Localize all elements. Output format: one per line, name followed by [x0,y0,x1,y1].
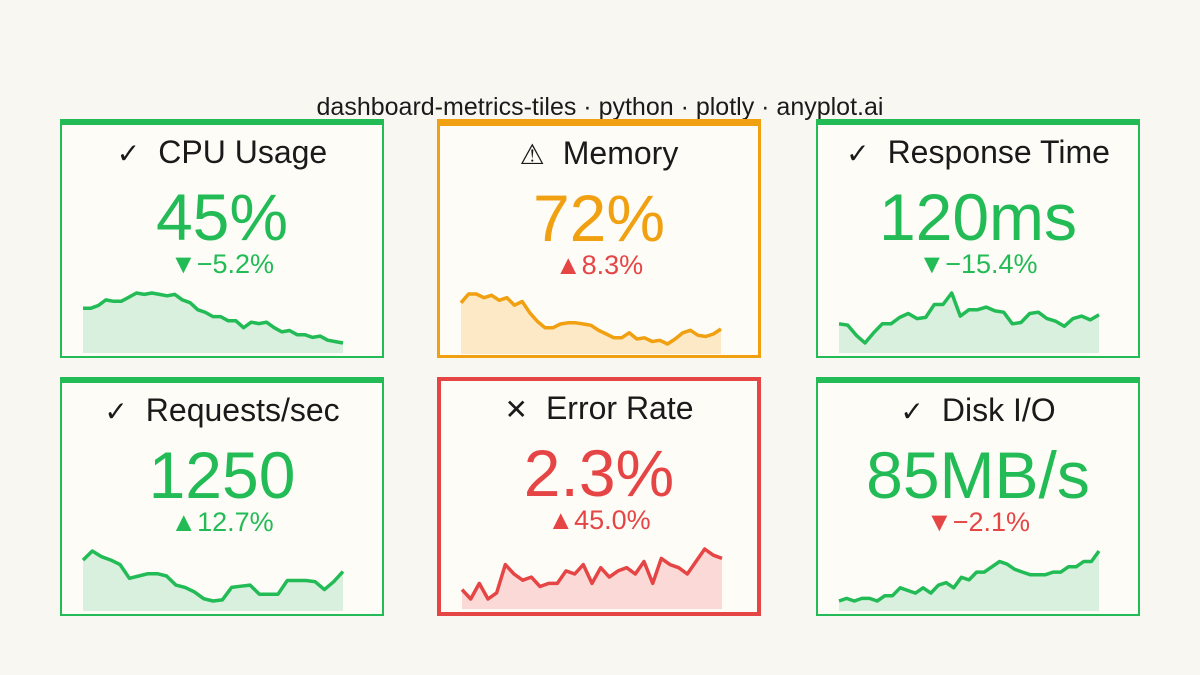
tile-delta: ▲8.3% [554,250,644,280]
tile-value: 120ms [878,180,1078,254]
sparkline-line [81,549,345,603]
tile-value: 72% [532,181,666,255]
sparkline [838,291,1100,353]
sparkline-line [460,547,723,601]
tile-value: 45% [155,180,289,254]
metric-tile: ✓ Requests/sec 1250 ▲12.7% [60,377,384,616]
warning-icon: ⚠ [519,139,545,170]
sparkline-area [839,293,1099,353]
metric-tile: ✓ Response Time 120ms ▼−15.4% [816,119,1140,358]
tile-delta: ▲45.0% [547,505,651,535]
sparkline-line [838,291,1100,345]
sparkline [838,549,1101,611]
tile-label: Disk I/O [941,392,1056,428]
tile-header: ✓ Disk I/O [818,393,1138,427]
metric-tile: ✓ CPU Usage 45% ▼−5.2% [60,119,384,358]
sparkline [83,291,344,353]
tile-delta: ▲12.7% [170,507,274,537]
sparkline-line [838,549,1101,603]
tile-label: Error Rate [545,390,694,426]
tile-header: ✓ Requests/sec [62,393,382,427]
sparkline-line [83,291,344,345]
check-icon: ✓ [104,396,128,427]
check-icon: ✓ [116,138,141,169]
tile-value: 2.3% [523,436,675,510]
tile-header: ✓ Response Time [818,135,1138,169]
sparkline-area [83,293,343,353]
metric-tile: ✕ Error Rate 2.3% ▲45.0% [437,377,761,616]
tile-label: Requests/sec [145,392,340,428]
tile-label: CPU Usage [158,134,328,170]
tile-delta: ▼−2.1% [925,507,1031,537]
tile-header: ✕ Error Rate [441,391,757,425]
sparkline [81,549,345,611]
tile-header: ✓ CPU Usage [62,135,382,169]
tile-value: 1250 [148,438,296,512]
sparkline [460,547,723,609]
tile-value: 85MB/s [866,438,1090,512]
cross-icon: ✕ [504,394,528,425]
sparkline-line [459,292,722,346]
sparkline [459,292,722,354]
sparkline-area [462,549,722,609]
metric-tile: ✓ Disk I/O 85MB/s ▼−2.1% [816,377,1140,616]
check-icon: ✓ [846,138,870,169]
metric-tile: ⚠ Memory 72% ▲8.3% [437,119,761,358]
tile-label: Memory [562,135,679,171]
check-icon: ✓ [900,396,924,427]
tile-delta: ▼−5.2% [169,249,275,279]
tile-label: Response Time [887,134,1110,170]
tile-delta: ▼−15.4% [918,249,1038,279]
tile-header: ⚠ Memory [440,136,758,170]
sparkline-area [83,551,343,611]
page-title: dashboard-metrics-tiles · python · plotl… [316,93,884,121]
